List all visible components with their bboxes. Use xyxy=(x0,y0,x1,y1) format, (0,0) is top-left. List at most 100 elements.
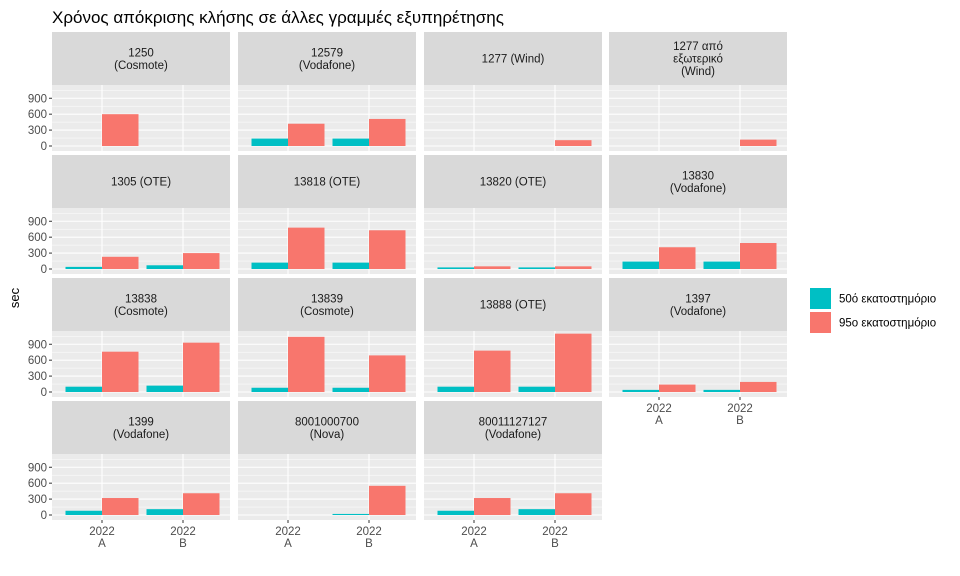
x-tick-label-half: B xyxy=(365,538,373,550)
facet-strip-label: (Cosmote) xyxy=(114,306,168,318)
facet-panel: 13888 (OTE) xyxy=(424,278,602,397)
x-tick-label-half: A xyxy=(284,538,292,550)
facet-strip-label: 13888 (OTE) xyxy=(480,300,547,312)
bar-p50 xyxy=(622,261,659,269)
bar-p95 xyxy=(288,336,325,392)
bar-p50 xyxy=(437,386,474,392)
facet-strip xyxy=(52,278,230,331)
bar-p50 xyxy=(622,389,659,392)
y-tick-label: 300 xyxy=(28,371,47,383)
bar-p95 xyxy=(369,230,406,269)
legend-swatch xyxy=(810,288,831,309)
bar-p95 xyxy=(555,333,592,392)
bar-p95 xyxy=(288,123,325,146)
legend-swatch xyxy=(810,312,831,333)
facet-panel: 12579(Vodafone) xyxy=(238,32,416,151)
facet-strip-label: (Vodafone) xyxy=(113,429,169,441)
x-tick-label-year: 2022 xyxy=(356,526,382,538)
facet-panel: 13818 (OTE) xyxy=(238,155,416,274)
bar-p95 xyxy=(474,266,511,269)
facet-strip xyxy=(52,155,230,208)
x-tick-label-half: B xyxy=(179,538,187,550)
facet-strip-label: (Cosmote) xyxy=(114,60,168,72)
bar-p95 xyxy=(474,498,511,515)
facet-panel: 1305 (OTE) 0 300 600 900 xyxy=(28,155,230,276)
bar-p95 xyxy=(740,243,777,269)
y-tick-label: 900 xyxy=(28,462,47,474)
facet-strip xyxy=(424,155,602,208)
facet-strip-label: 80011127127 xyxy=(479,416,548,428)
bar-p95 xyxy=(183,253,220,269)
bar-p95 xyxy=(555,493,592,515)
bar-p95 xyxy=(288,227,325,269)
bar-p95 xyxy=(659,247,696,269)
bar-p95 xyxy=(659,384,696,392)
y-axis-title: sec xyxy=(7,287,22,308)
x-tick-label-year: 2022 xyxy=(542,526,568,538)
facet-panels: 1250(Cosmote)030060090012579(Vodafone)12… xyxy=(28,32,787,550)
bar-p95 xyxy=(102,256,139,269)
facet-strip xyxy=(52,32,230,85)
facet-strip-label: 1397 xyxy=(685,293,711,305)
y-tick-label: 900 xyxy=(28,216,47,228)
facet-panel: 13838(Cosmote) 0 300 600 900 xyxy=(28,278,230,399)
facet-strip-label: (Wind) xyxy=(681,66,715,78)
x-tick-label-year: 2022 xyxy=(89,526,115,538)
x-tick-label-half: A xyxy=(98,538,106,550)
bar-p95 xyxy=(369,355,406,392)
x-tick-label-half: B xyxy=(551,538,559,550)
bar-p50 xyxy=(251,387,288,392)
x-tick-label-year: 2022 xyxy=(170,526,196,538)
bar-p95 xyxy=(102,114,139,146)
facet-panel: 13839(Cosmote) xyxy=(238,278,416,397)
x-tick-label-year: 2022 xyxy=(275,526,301,538)
bar-p95 xyxy=(102,351,139,392)
bar-p50 xyxy=(437,267,474,269)
facet-strip-label: 8001000700 xyxy=(295,416,359,428)
y-tick-label: 300 xyxy=(28,248,47,260)
bar-p50 xyxy=(437,510,474,515)
facet-strip xyxy=(52,401,230,454)
facet-panel: 13830(Vodafone) xyxy=(609,155,787,274)
panel-background xyxy=(424,85,602,151)
bar-p50 xyxy=(703,261,740,269)
y-tick-label: 300 xyxy=(28,494,47,506)
bar-p50 xyxy=(518,509,555,515)
facet-strip xyxy=(424,278,602,331)
facet-strip xyxy=(609,155,787,208)
bar-p50 xyxy=(332,387,369,392)
facet-strip xyxy=(424,32,602,85)
bar-p50 xyxy=(518,267,555,269)
bar-p50 xyxy=(146,265,183,269)
bar-p50 xyxy=(251,262,288,269)
y-tick-label: 600 xyxy=(28,355,47,367)
y-tick-label: 600 xyxy=(28,109,47,121)
facet-strip xyxy=(424,401,602,454)
facet-strip-label: 1399 xyxy=(128,416,154,428)
bar-p50 xyxy=(65,266,102,269)
facet-strip-label: 1277 (Wind) xyxy=(482,54,545,66)
facet-strip-label: 13818 (OTE) xyxy=(294,177,361,189)
bar-p95 xyxy=(102,498,139,515)
bar-p95 xyxy=(369,118,406,146)
x-tick-label-year: 2022 xyxy=(461,526,487,538)
x-tick-label-year: 2022 xyxy=(646,403,672,415)
facet-strip-label: (Vodafone) xyxy=(485,429,541,441)
y-tick-label: 0 xyxy=(41,387,47,399)
panel-background xyxy=(424,208,602,274)
bar-p95 xyxy=(740,139,777,146)
bar-p50 xyxy=(332,138,369,146)
y-tick-label: 300 xyxy=(28,125,47,137)
bar-p95 xyxy=(555,266,592,269)
facet-strip xyxy=(609,278,787,331)
y-tick-label: 900 xyxy=(28,93,47,105)
facet-strip-label: 12579 xyxy=(311,47,343,59)
chart-title: Χρόνος απόκρισης κλήσης σε άλλες γραμμές… xyxy=(52,8,504,27)
facet-strip-label: 1305 (OTE) xyxy=(111,177,171,189)
facet-strip-label: (Vodafone) xyxy=(670,306,726,318)
bar-p95 xyxy=(474,350,511,392)
